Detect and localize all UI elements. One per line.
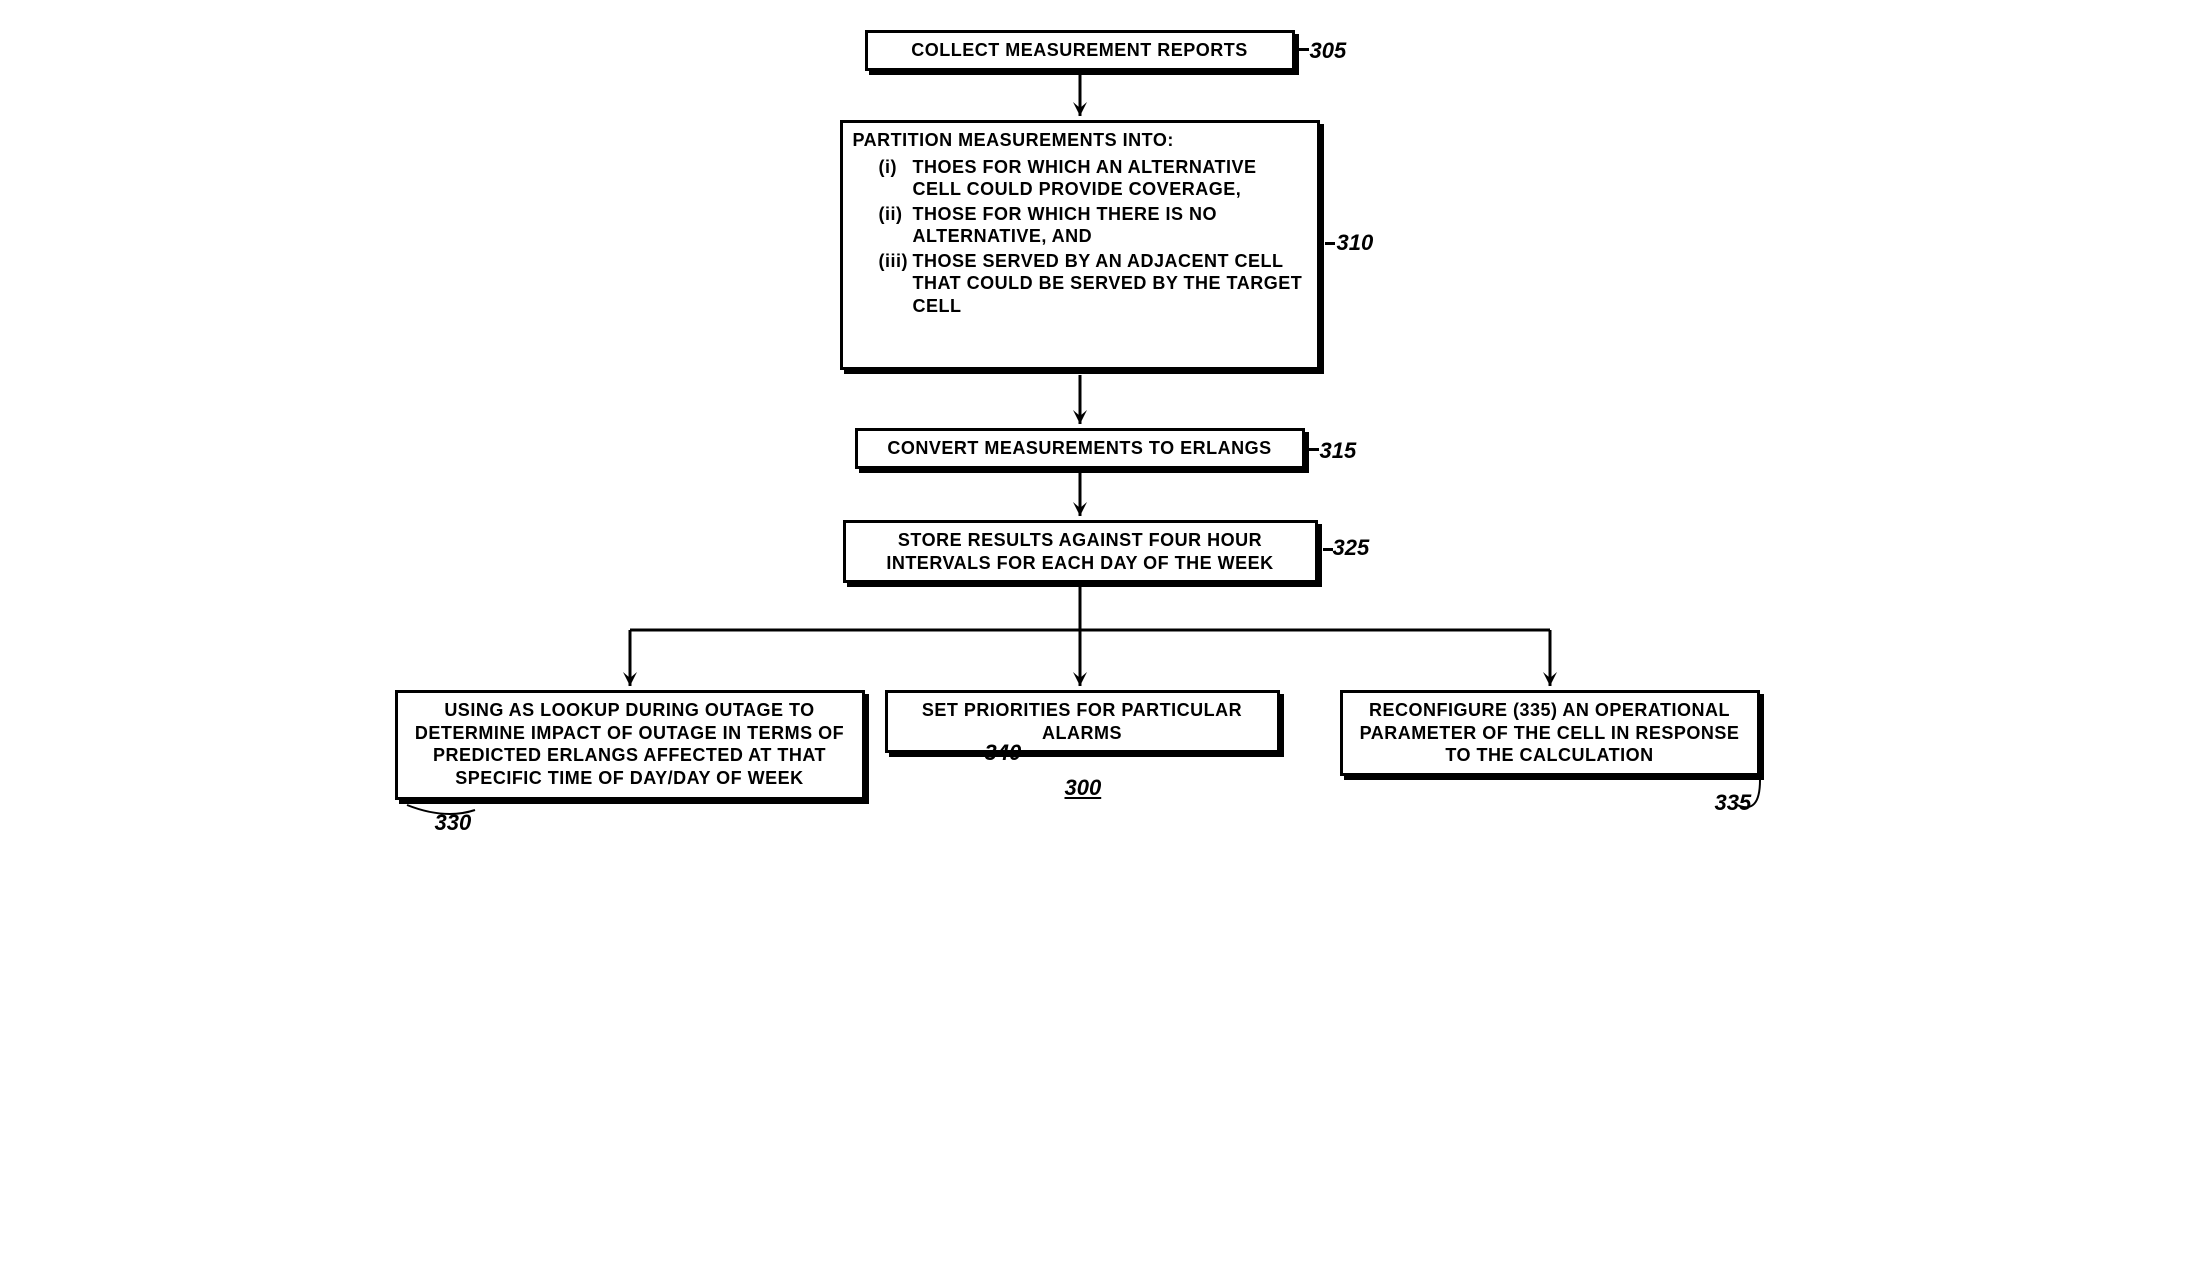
item-num: (ii) bbox=[879, 203, 903, 226]
item-num: (i) bbox=[879, 156, 898, 179]
step-text: COLLECT MEASUREMENT REPORTS bbox=[911, 40, 1248, 60]
step-text: STORE RESULTS AGAINST FOUR HOUR INTERVAL… bbox=[886, 530, 1273, 573]
item-text: THOSE FOR WHICH THERE IS NO ALTERNATIVE,… bbox=[913, 204, 1218, 247]
list-item: (i) THOES FOR WHICH AN ALTERNATIVE CELL C… bbox=[879, 156, 1307, 201]
ref-tick bbox=[1309, 448, 1319, 451]
ref-tick bbox=[1323, 548, 1333, 551]
ref-310: 310 bbox=[1337, 230, 1374, 256]
ref-325: 325 bbox=[1333, 535, 1370, 561]
step-title: PARTITION MEASUREMENTS INTO: bbox=[853, 129, 1307, 152]
ref-330: 330 bbox=[435, 810, 472, 836]
flowchart-diagram: COLLECT MEASUREMENT REPORTS 305 PARTITIO… bbox=[365, 20, 1845, 880]
ref-335: 335 bbox=[1715, 790, 1752, 816]
step-text: CONVERT MEASUREMENTS TO ERLANGS bbox=[887, 438, 1271, 458]
figure-number: 300 bbox=[1065, 775, 1102, 801]
step-text: SET PRIORITIES FOR PARTICULAR ALARMS bbox=[922, 700, 1242, 743]
step-lookup: USING AS LOOKUP DURING OUTAGE TO DETERMI… bbox=[395, 690, 865, 800]
partition-list: (i) THOES FOR WHICH AN ALTERNATIVE CELL C… bbox=[853, 156, 1307, 318]
ref-340: 340 bbox=[985, 740, 1022, 766]
item-text: THOSE SERVED BY AN ADJACENT CELL THAT CO… bbox=[913, 251, 1303, 316]
step-partition: PARTITION MEASUREMENTS INTO: (i) THOES FO… bbox=[840, 120, 1320, 370]
step-store: STORE RESULTS AGAINST FOUR HOUR INTERVAL… bbox=[843, 520, 1318, 583]
step-text: RECONFIGURE (335) AN OPERATIONAL PARAMET… bbox=[1360, 700, 1740, 765]
item-text: THOES FOR WHICH AN ALTERNATIVE CELL COUL… bbox=[913, 157, 1257, 200]
list-item: (ii) THOSE FOR WHICH THERE IS NO ALTERNAT… bbox=[879, 203, 1307, 248]
step-priorities: SET PRIORITIES FOR PARTICULAR ALARMS bbox=[885, 690, 1280, 753]
step-collect-reports: COLLECT MEASUREMENT REPORTS bbox=[865, 30, 1295, 71]
step-text: USING AS LOOKUP DURING OUTAGE TO DETERMI… bbox=[415, 700, 844, 788]
ref-tick bbox=[1299, 48, 1309, 51]
list-item: (iii)THOSE SERVED BY AN ADJACENT CELL TH… bbox=[879, 250, 1307, 318]
ref-315: 315 bbox=[1320, 438, 1357, 464]
ref-tick bbox=[1325, 242, 1335, 245]
item-num: (iii) bbox=[879, 250, 909, 273]
step-reconfigure: RECONFIGURE (335) AN OPERATIONAL PARAMET… bbox=[1340, 690, 1760, 776]
ref-305: 305 bbox=[1310, 38, 1347, 64]
step-convert: CONVERT MEASUREMENTS TO ERLANGS bbox=[855, 428, 1305, 469]
